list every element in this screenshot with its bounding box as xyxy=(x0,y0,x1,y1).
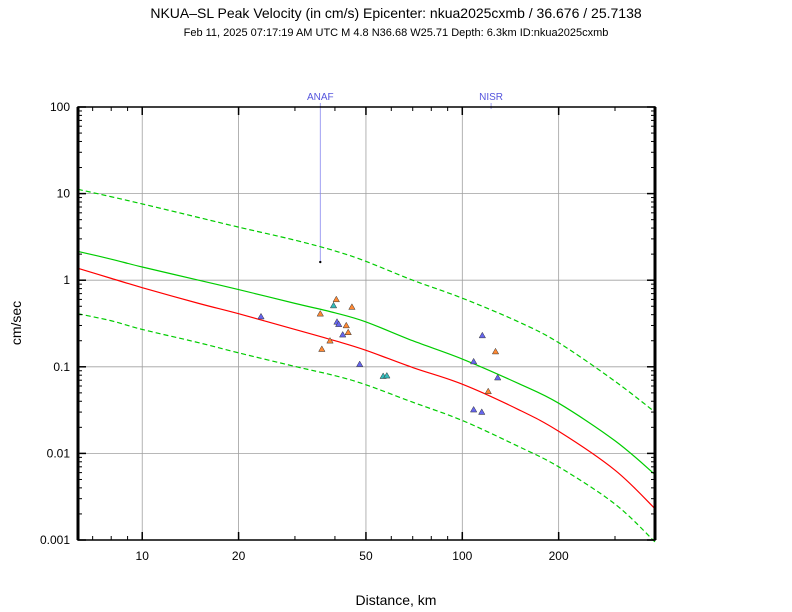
prediction-curves xyxy=(77,188,656,543)
data-point xyxy=(470,405,478,413)
chart-title: NKUA–SL Peak Velocity (in cm/s) Epicente… xyxy=(150,5,642,21)
data-point xyxy=(318,345,326,352)
y-tick-label: 10 xyxy=(57,187,71,201)
x-axis-label: Distance, km xyxy=(356,592,437,608)
data-point xyxy=(491,347,500,355)
data-point xyxy=(478,408,486,415)
curve-upper-bound xyxy=(77,188,656,413)
data-point xyxy=(332,295,340,303)
x-tick-label: 50 xyxy=(359,549,373,563)
plot-frame xyxy=(77,106,656,541)
axis-ticks: 0.001 0.01 0.1 1 10 100 10 20 50 100 200 xyxy=(40,100,655,563)
station-label-anaf: ANAF xyxy=(307,92,334,103)
curve-median xyxy=(77,250,656,475)
data-point xyxy=(494,373,502,381)
grid-lines xyxy=(78,107,655,540)
data-point xyxy=(326,337,334,344)
data-point xyxy=(484,387,492,395)
station-label-nisr: NISR xyxy=(479,92,503,103)
x-tick-label: 10 xyxy=(136,549,150,563)
data-point xyxy=(470,357,478,365)
x-tick-label: 20 xyxy=(232,549,246,563)
station-markers: ANAF NISR xyxy=(307,92,503,264)
y-tick-label: 0.01 xyxy=(47,446,71,460)
data-point xyxy=(344,328,352,335)
curve-lower-bound xyxy=(77,313,656,543)
station-data-points xyxy=(257,295,502,415)
chart-subtitle: Feb 11, 2025 07:17:19 AM UTC M 4.8 N36.6… xyxy=(184,27,609,39)
x-tick-label: 200 xyxy=(549,549,569,563)
data-point xyxy=(383,371,391,379)
station-dot-anaf xyxy=(319,260,322,264)
y-tick-label: 100 xyxy=(50,100,70,114)
curve-red-fit xyxy=(77,267,656,510)
data-point xyxy=(316,310,324,317)
y-axis-label: cm/sec xyxy=(8,301,24,345)
data-point xyxy=(356,360,364,367)
y-tick-label: 0.1 xyxy=(53,360,70,374)
data-point xyxy=(257,312,265,320)
y-tick-label: 0.001 xyxy=(40,533,70,547)
data-point xyxy=(478,331,486,339)
x-tick-label: 100 xyxy=(452,549,472,563)
data-point xyxy=(339,330,347,338)
y-tick-label: 1 xyxy=(63,273,70,287)
data-point xyxy=(342,321,350,329)
data-point xyxy=(335,320,343,327)
data-point xyxy=(329,301,338,309)
data-point xyxy=(348,303,356,310)
